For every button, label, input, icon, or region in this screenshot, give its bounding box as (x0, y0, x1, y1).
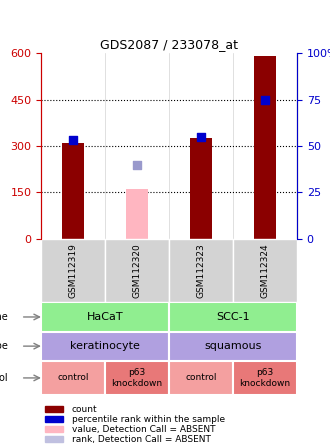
Title: GDS2087 / 233078_at: GDS2087 / 233078_at (100, 38, 238, 51)
Bar (190, 139, 212, 239)
Text: GSM112323: GSM112323 (197, 243, 206, 298)
Point (262, 96, 268, 103)
Text: HaCaT: HaCaT (87, 312, 123, 322)
FancyBboxPatch shape (41, 239, 105, 302)
Text: count: count (72, 404, 97, 413)
Bar (46, 406, 63, 412)
FancyBboxPatch shape (105, 239, 169, 302)
Point (135, 161, 140, 168)
Text: cell type: cell type (0, 341, 8, 351)
FancyBboxPatch shape (169, 302, 297, 332)
Point (71, 136, 76, 143)
Bar (46, 416, 63, 422)
FancyBboxPatch shape (41, 361, 105, 395)
Bar (46, 426, 63, 432)
FancyBboxPatch shape (169, 332, 297, 361)
Bar (62, 143, 84, 239)
Text: GSM112324: GSM112324 (260, 243, 270, 298)
Point (198, 133, 204, 140)
Text: p63
knockdown: p63 knockdown (240, 368, 291, 388)
FancyBboxPatch shape (105, 361, 169, 395)
Text: GSM112319: GSM112319 (69, 243, 78, 298)
Text: protocol: protocol (0, 373, 8, 383)
Text: control: control (185, 373, 217, 382)
FancyBboxPatch shape (233, 239, 297, 302)
FancyBboxPatch shape (41, 332, 169, 361)
Bar (46, 436, 63, 442)
Text: cell line: cell line (0, 312, 8, 322)
FancyBboxPatch shape (233, 361, 297, 395)
Text: GSM112320: GSM112320 (133, 243, 142, 298)
Text: control: control (57, 373, 89, 382)
Text: keratinocyte: keratinocyte (70, 341, 140, 351)
Text: SCC-1: SCC-1 (216, 312, 250, 322)
FancyBboxPatch shape (169, 361, 233, 395)
Bar (126, 189, 148, 239)
Text: value, Detection Call = ABSENT: value, Detection Call = ABSENT (72, 424, 215, 433)
Bar (254, 56, 276, 239)
Text: percentile rank within the sample: percentile rank within the sample (72, 415, 225, 424)
FancyBboxPatch shape (169, 239, 233, 302)
Text: squamous: squamous (204, 341, 262, 351)
Text: rank, Detection Call = ABSENT: rank, Detection Call = ABSENT (72, 435, 211, 444)
Text: p63
knockdown: p63 knockdown (112, 368, 163, 388)
FancyBboxPatch shape (41, 302, 169, 332)
